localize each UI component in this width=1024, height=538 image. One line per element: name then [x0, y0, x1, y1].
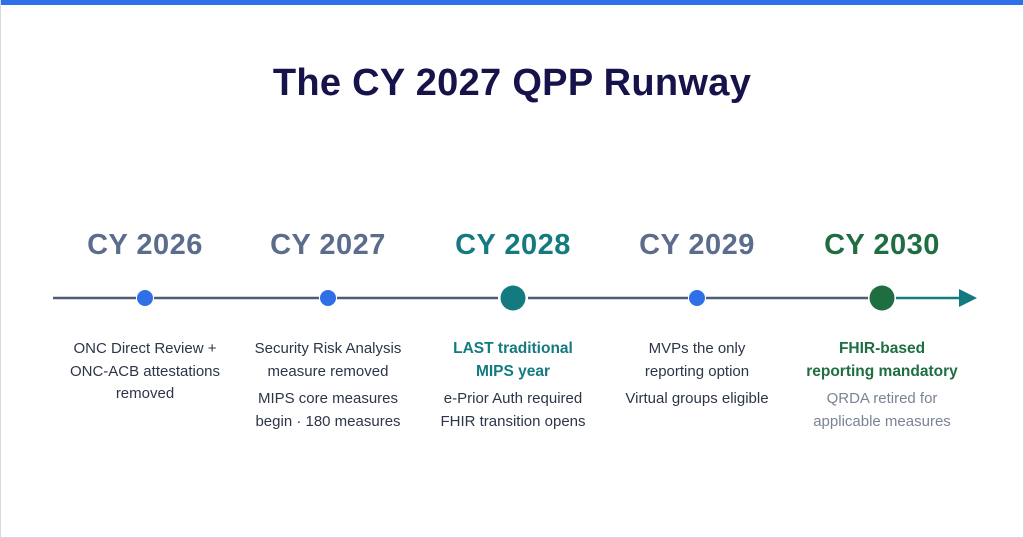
milestone-dot-2029	[689, 290, 705, 306]
milestone-desc-2027: Security Risk Analysis measure removed M…	[233, 338, 423, 433]
milestone-desc-2026: ONC Direct Review + ONC-ACB attestations…	[50, 338, 240, 406]
milestone-year-2028: CY 2028	[455, 229, 571, 261]
desc-emphasis: reporting mandatory	[806, 362, 958, 380]
desc-line: QRDA retired for	[826, 390, 938, 407]
milestone-dot-2028	[500, 285, 526, 311]
milestone-year-2030: CY 2030	[824, 229, 940, 261]
accent-top-bar	[1, 0, 1023, 5]
desc-emphasis: LAST traditional	[453, 340, 573, 357]
milestone-year-2026: CY 2026	[87, 229, 203, 261]
milestone-year-2029: CY 2029	[639, 229, 755, 261]
desc-line: ONC Direct Review +	[73, 340, 217, 357]
timeline-track	[53, 285, 977, 311]
desc-line: applicable measures	[813, 412, 951, 430]
desc-line: reporting option	[644, 362, 750, 380]
milestone-desc-2028: LAST traditional MIPS year e-Prior Auth …	[418, 338, 608, 433]
milestone-desc-2029: MVPs the only reporting option Virtual g…	[602, 338, 792, 411]
desc-line: removed	[115, 385, 175, 402]
desc-line: Security Risk Analysis	[254, 340, 402, 357]
desc-emphasis: MIPS year	[475, 362, 551, 380]
desc-line: ONC-ACB attestations	[69, 362, 221, 380]
desc-line: begin · 180 measures	[255, 412, 401, 430]
desc-emphasis: FHIR-based	[838, 340, 926, 357]
milestone-desc-2030: FHIR-based reporting mandatory QRDA reti…	[787, 338, 977, 433]
desc-line: MIPS core measures	[257, 390, 399, 407]
milestone-dot-2030	[869, 285, 895, 311]
page-title: The CY 2027 QPP Runway	[272, 62, 752, 104]
milestone-year-2027: CY 2027	[270, 229, 386, 261]
desc-line: FHIR transition opens	[440, 412, 586, 430]
desc-line: Virtual groups eligible	[625, 390, 769, 407]
timeline-arrow-head-icon	[959, 289, 977, 307]
desc-line: measure removed	[267, 362, 389, 380]
desc-line: e-Prior Auth required	[443, 390, 583, 407]
milestone-dot-2026	[137, 290, 153, 306]
desc-line: MVPs the only	[648, 340, 746, 357]
milestone-dot-2027	[320, 290, 336, 306]
